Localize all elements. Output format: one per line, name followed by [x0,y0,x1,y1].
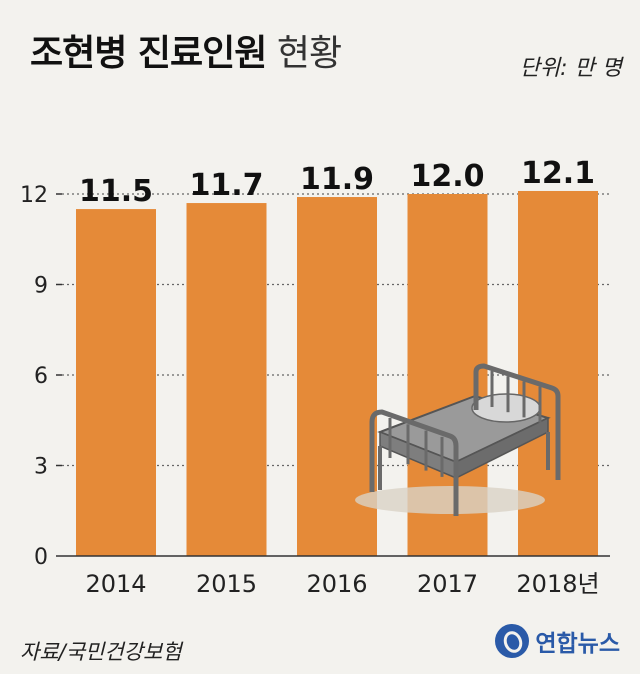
data-label: 12.1 [521,156,595,191]
x-tick-label: 2017 [417,570,478,598]
y-tick-label: 0 [34,545,48,570]
data-label: 11.7 [189,168,263,203]
hospital-bed-icon [355,363,561,516]
y-tick-label: 12 [20,183,48,208]
yonhap-logo-icon [495,624,530,658]
bar [76,209,156,557]
y-tick-label: 9 [34,274,48,299]
x-tick-label: 2015 [196,570,257,598]
unit-label: 단위: 만 명 [519,56,622,81]
brand-name: 연합뉴스 [535,631,620,657]
brand: 연합뉴스 [495,624,620,658]
y-tick-label: 3 [34,455,48,480]
x-tick-label: 2014 [85,570,146,598]
data-label: 11.9 [300,162,374,197]
data-label: 12.0 [410,159,484,194]
chart-title: 조현병 진료인원 현황 [30,24,342,76]
title-suffix: 현황 [276,33,342,74]
title-main: 조현병 진료인원 [30,33,267,74]
x-tick-label: 2016 [306,570,367,598]
bar [186,203,267,557]
data-label: 11.5 [79,174,153,209]
x-tick-label: 2018년 [516,570,599,598]
source-label: 자료/국민건강보험 [20,640,182,664]
y-tick-label: 6 [34,364,48,389]
